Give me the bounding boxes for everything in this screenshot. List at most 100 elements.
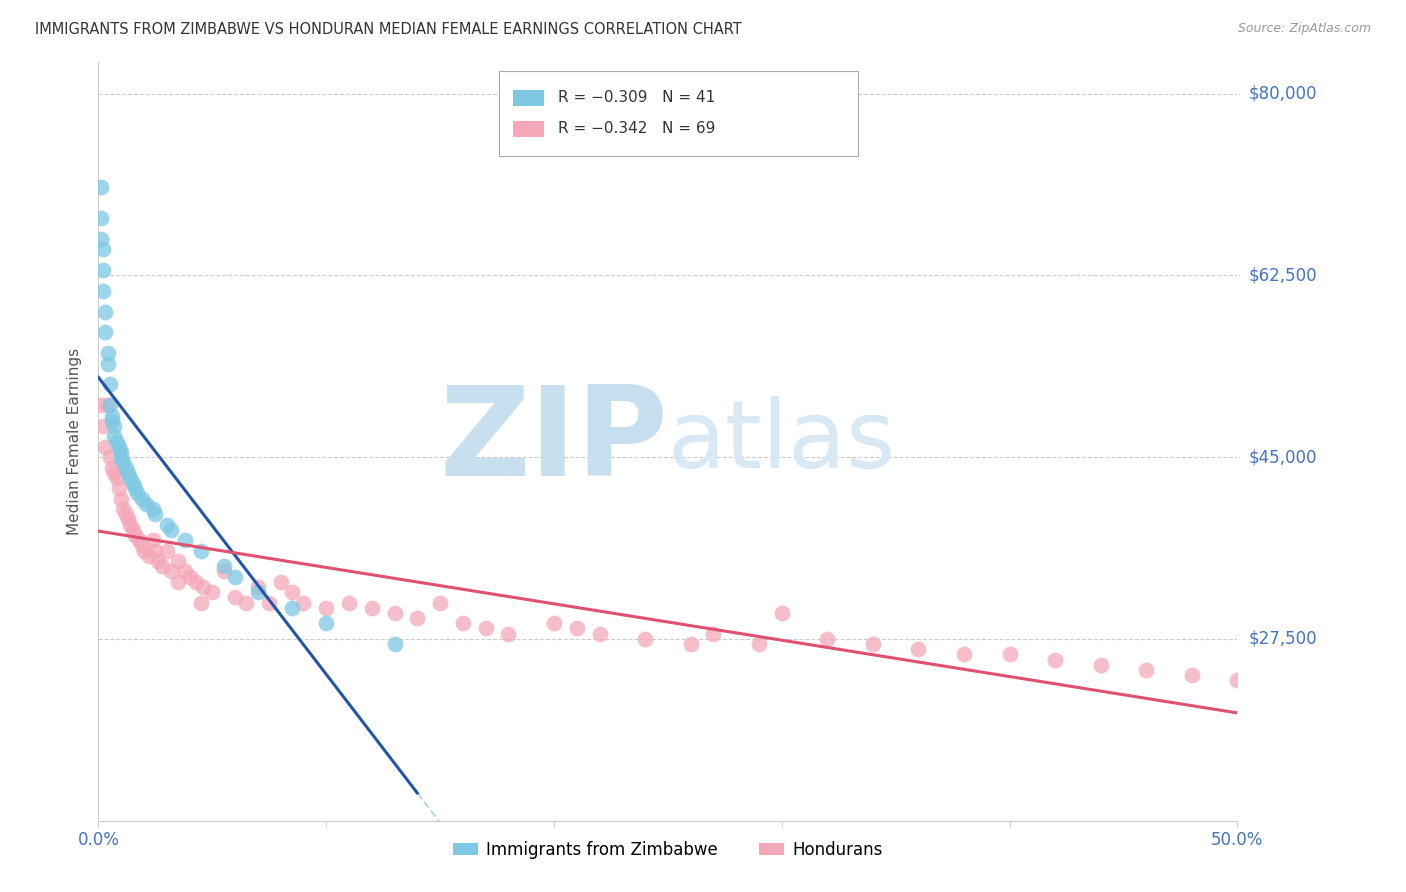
Point bbox=[90, 180, 112, 194]
Point bbox=[94, 440, 117, 454]
Point bbox=[281, 600, 304, 615]
Point bbox=[429, 595, 451, 609]
Point bbox=[128, 533, 150, 548]
Point bbox=[135, 497, 157, 511]
Text: ZIP: ZIP bbox=[439, 381, 668, 502]
Point bbox=[142, 502, 165, 516]
Point bbox=[91, 284, 114, 298]
Point bbox=[124, 481, 146, 495]
Point bbox=[112, 455, 135, 469]
Point bbox=[167, 574, 190, 589]
Point bbox=[224, 591, 246, 605]
Point bbox=[124, 528, 146, 542]
Point bbox=[281, 585, 304, 599]
Legend: Immigrants from Zimbabwe, Hondurans: Immigrants from Zimbabwe, Hondurans bbox=[446, 834, 890, 865]
Point bbox=[190, 543, 212, 558]
Point bbox=[101, 414, 124, 428]
Point bbox=[110, 450, 132, 464]
Point bbox=[186, 574, 208, 589]
Point bbox=[451, 616, 474, 631]
Point bbox=[292, 595, 315, 609]
Point bbox=[156, 543, 179, 558]
Point bbox=[120, 471, 142, 485]
Point bbox=[770, 606, 793, 620]
Point bbox=[145, 543, 167, 558]
Point bbox=[498, 626, 520, 640]
Point bbox=[190, 595, 212, 609]
Point bbox=[108, 440, 131, 454]
Text: IMMIGRANTS FROM ZIMBABWE VS HONDURAN MEDIAN FEMALE EARNINGS CORRELATION CHART: IMMIGRANTS FROM ZIMBABWE VS HONDURAN MED… bbox=[35, 22, 742, 37]
Point bbox=[96, 357, 118, 371]
Point bbox=[384, 606, 406, 620]
Point bbox=[120, 517, 142, 532]
Text: $45,000: $45,000 bbox=[1249, 448, 1317, 467]
Point bbox=[160, 523, 183, 537]
Point bbox=[96, 398, 118, 412]
Point bbox=[167, 554, 190, 568]
Point bbox=[315, 600, 337, 615]
Point bbox=[142, 533, 165, 548]
Point bbox=[246, 585, 269, 599]
Point bbox=[862, 637, 884, 651]
Point bbox=[1226, 673, 1249, 688]
Point bbox=[138, 549, 160, 563]
Point bbox=[815, 632, 838, 646]
Point bbox=[114, 460, 136, 475]
Point bbox=[315, 616, 337, 631]
Y-axis label: Median Female Earnings: Median Female Earnings bbox=[67, 348, 83, 535]
Point bbox=[91, 243, 114, 257]
Text: Source: ZipAtlas.com: Source: ZipAtlas.com bbox=[1237, 22, 1371, 36]
Point bbox=[150, 559, 173, 574]
Point bbox=[679, 637, 702, 651]
Point bbox=[156, 517, 179, 532]
Point bbox=[91, 419, 114, 434]
Point bbox=[91, 263, 114, 277]
Point bbox=[634, 632, 657, 646]
Point bbox=[90, 398, 112, 412]
Point bbox=[588, 626, 610, 640]
Point bbox=[101, 460, 124, 475]
Point bbox=[121, 476, 143, 491]
Point bbox=[110, 491, 132, 506]
Point bbox=[105, 471, 128, 485]
Point bbox=[1043, 653, 1066, 667]
Point bbox=[474, 622, 496, 636]
Point bbox=[131, 491, 153, 506]
Point bbox=[1090, 657, 1112, 672]
Text: R = −0.342   N = 69: R = −0.342 N = 69 bbox=[558, 121, 716, 136]
Point bbox=[907, 642, 929, 657]
Point bbox=[193, 580, 215, 594]
Point bbox=[1135, 663, 1157, 677]
Point bbox=[132, 543, 155, 558]
Point bbox=[565, 622, 588, 636]
Point bbox=[101, 409, 124, 423]
Point bbox=[114, 508, 136, 522]
Point bbox=[103, 429, 125, 443]
Point bbox=[117, 466, 139, 480]
Point bbox=[146, 554, 169, 568]
Point bbox=[94, 304, 117, 318]
Point bbox=[90, 211, 112, 226]
Text: $62,500: $62,500 bbox=[1249, 267, 1317, 285]
Point bbox=[110, 445, 132, 459]
Text: $80,000: $80,000 bbox=[1249, 85, 1317, 103]
Point bbox=[953, 648, 976, 662]
Point bbox=[543, 616, 565, 631]
Point bbox=[201, 585, 224, 599]
Point bbox=[748, 637, 770, 651]
Point bbox=[103, 466, 125, 480]
Text: R = −0.309   N = 41: R = −0.309 N = 41 bbox=[558, 90, 716, 104]
Point bbox=[117, 512, 139, 526]
Point bbox=[235, 595, 257, 609]
Point bbox=[131, 538, 153, 552]
Point bbox=[90, 232, 112, 246]
Point bbox=[224, 569, 246, 583]
Point bbox=[94, 326, 117, 340]
Point bbox=[270, 574, 292, 589]
Point bbox=[98, 398, 121, 412]
Point bbox=[98, 450, 121, 464]
Point bbox=[406, 611, 429, 625]
Point bbox=[127, 486, 149, 500]
Point bbox=[702, 626, 724, 640]
Text: $27,500: $27,500 bbox=[1249, 630, 1317, 648]
